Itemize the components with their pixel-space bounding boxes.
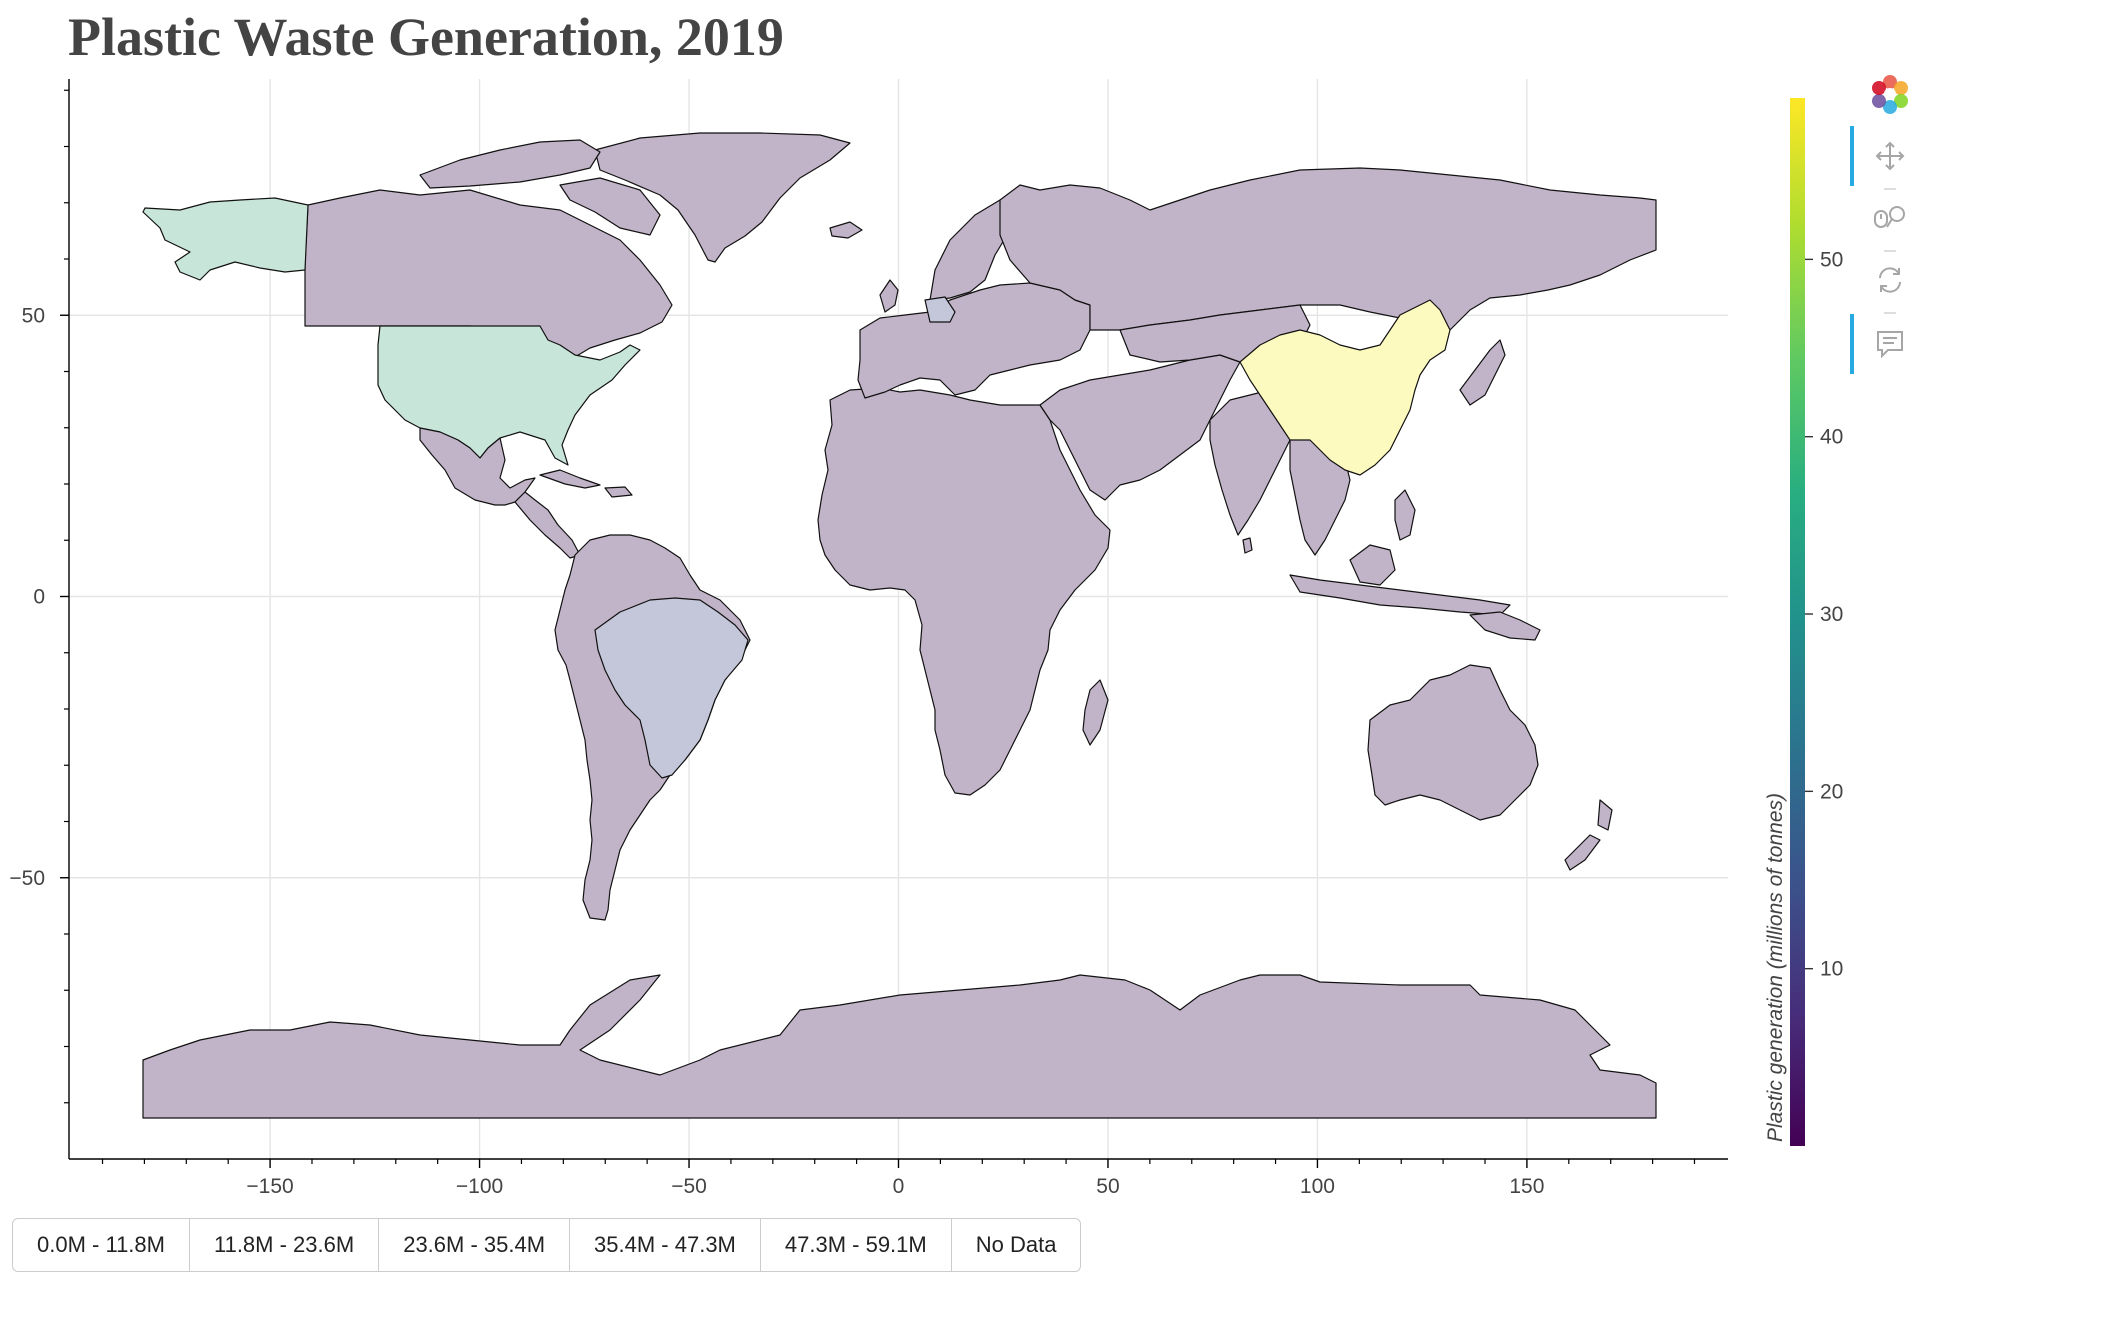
- country-new-zealand-south[interactable]: [1564, 834, 1601, 871]
- country-brazil[interactable]: [594, 597, 749, 779]
- range-button-35.4-47.3[interactable]: 35.4M - 47.3M: [570, 1219, 761, 1271]
- countries-layer: [142, 132, 1657, 1119]
- y-tick-label: 50: [22, 304, 45, 327]
- country-iceland[interactable]: [829, 221, 863, 239]
- colorbar-tick-label: 50: [1820, 248, 1843, 271]
- hover-tool-icon[interactable]: [1870, 324, 1910, 364]
- country-alaska[interactable]: [142, 197, 309, 281]
- pan-active-indicator: [1850, 126, 1854, 186]
- page-title: Plastic Waste Generation, 2019: [68, 7, 784, 67]
- x-tick-label: 100: [1300, 1175, 1335, 1198]
- y-tick-label: −50: [9, 867, 45, 890]
- country-philippines[interactable]: [1394, 489, 1416, 541]
- country-central-america[interactable]: [514, 491, 581, 559]
- x-tick-label: 150: [1509, 1175, 1544, 1198]
- country-new-guinea[interactable]: [1469, 611, 1541, 641]
- x-tick-label: 50: [1096, 1175, 1119, 1198]
- country-borneo[interactable]: [1349, 544, 1396, 586]
- x-tick-label: −100: [456, 1175, 503, 1198]
- bokeh-logo-icon[interactable]: [1870, 74, 1910, 114]
- x-axis-ticks: −150 −100 −50 0 50 100 150: [101, 1159, 1696, 1198]
- country-russia[interactable]: [999, 167, 1657, 331]
- country-australia[interactable]: [1367, 664, 1539, 821]
- country-canada-baffin[interactable]: [559, 177, 661, 236]
- country-madagascar[interactable]: [1082, 679, 1109, 746]
- country-mexico[interactable]: [419, 427, 536, 506]
- range-button-23.6-35.4[interactable]: 23.6M - 35.4M: [379, 1219, 571, 1271]
- country-japan[interactable]: [1459, 339, 1506, 406]
- pan-tool-icon[interactable]: [1870, 136, 1910, 176]
- toolbar: [1850, 70, 1930, 390]
- country-usa[interactable]: [377, 325, 641, 466]
- x-tick-label: 0: [893, 1175, 905, 1198]
- hover-active-indicator: [1850, 314, 1854, 374]
- country-antarctica[interactable]: [142, 974, 1657, 1119]
- colorbar-tick-label: 20: [1820, 780, 1843, 803]
- country-china[interactable]: [1239, 299, 1451, 476]
- country-sri-lanka[interactable]: [1242, 537, 1253, 554]
- range-button-0-11.8[interactable]: 0.0M - 11.8M: [13, 1219, 190, 1271]
- reset-tool-icon[interactable]: [1870, 260, 1910, 300]
- country-germany[interactable]: [924, 296, 956, 323]
- country-hispaniola[interactable]: [604, 486, 633, 498]
- colorbar-tick-label: 10: [1820, 958, 1843, 981]
- country-greenland[interactable]: [594, 132, 851, 263]
- country-canada-arctic[interactable]: [419, 139, 601, 189]
- country-middle-east[interactable]: [1039, 354, 1241, 501]
- colorbar-tick-label: 40: [1820, 426, 1843, 449]
- toolbar-separator: [1884, 250, 1896, 252]
- y-axis-ticks: 50 0 −50: [9, 89, 69, 1104]
- range-button-no-data[interactable]: No Data: [975, 1232, 1057, 1257]
- country-indonesia[interactable]: [1289, 574, 1511, 616]
- wheel-zoom-tool-icon[interactable]: [1870, 198, 1910, 238]
- toolbar-separator: [1884, 312, 1896, 314]
- colorbar-gradient: [1790, 98, 1805, 1146]
- toolbar-separator: [1884, 188, 1896, 190]
- colorbar-label: Plastic generation (millions of tonnes): [1764, 793, 1787, 1142]
- range-button-11.8-23.6[interactable]: 11.8M - 23.6M: [190, 1219, 380, 1271]
- x-tick-label: −50: [671, 1175, 707, 1198]
- y-tick-label: 0: [33, 586, 45, 609]
- range-button-group: 0.0M - 11.8M 11.8M - 23.6M 23.6M - 35.4M…: [12, 1218, 1082, 1272]
- country-uk[interactable]: [879, 279, 899, 313]
- colorbar-ticks: 50 40 30 20 10: [1805, 248, 1843, 981]
- colorbar-tick-label: 30: [1820, 603, 1843, 626]
- x-tick-label: −150: [246, 1175, 293, 1198]
- country-cuba[interactable]: [539, 469, 601, 489]
- country-europe[interactable]: [857, 282, 1091, 399]
- country-new-zealand[interactable]: [1597, 799, 1613, 831]
- range-button-47.3-59.1[interactable]: 47.3M - 59.1M: [761, 1219, 952, 1271]
